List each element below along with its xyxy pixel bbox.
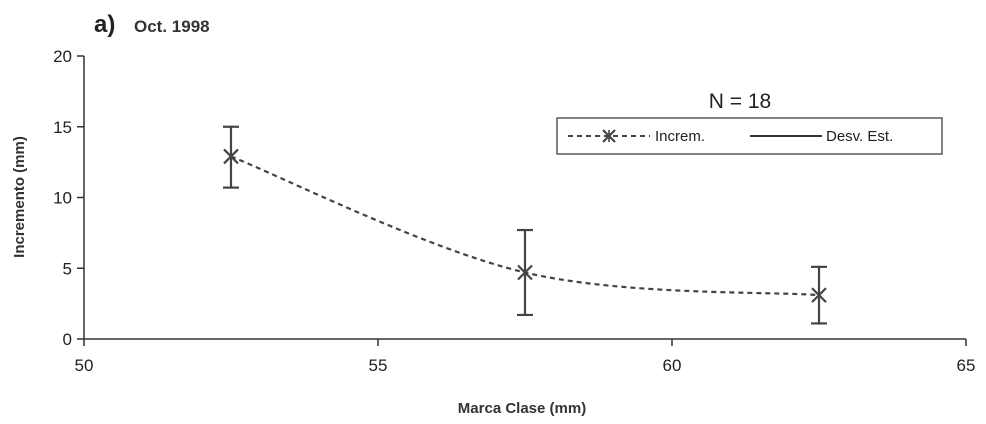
y-axis-ticks: 0 5 10 15 20 bbox=[53, 47, 84, 349]
legend-box bbox=[556, 117, 943, 155]
y-tick-label: 10 bbox=[53, 189, 72, 208]
y-tick-label: 5 bbox=[63, 259, 72, 278]
legend-star-marker bbox=[602, 129, 616, 143]
x-tick-label: 55 bbox=[369, 356, 388, 375]
legend-increm-label: Increm. bbox=[655, 128, 705, 145]
x-tick-label: 65 bbox=[957, 356, 976, 375]
y-tick-label: 0 bbox=[63, 330, 72, 349]
y-tick-label: 20 bbox=[53, 47, 72, 66]
x-axis-title: Marca Clase (mm) bbox=[458, 400, 586, 417]
y-axis-title: Incremento (mm) bbox=[11, 136, 28, 258]
panel-letter: a) bbox=[94, 11, 115, 38]
data-markers bbox=[223, 148, 827, 303]
x-axis-ticks: 50 55 60 65 bbox=[75, 339, 976, 375]
legend-marker-star bbox=[602, 129, 616, 143]
data-point-marker bbox=[811, 287, 827, 303]
x-tick-label: 60 bbox=[663, 356, 682, 375]
x-tick-label: 50 bbox=[75, 356, 94, 375]
data-point-marker bbox=[517, 264, 533, 281]
error-bars bbox=[223, 125, 827, 325]
legend: Increm. Desv. Est. bbox=[556, 117, 943, 155]
data-point-marker bbox=[223, 148, 239, 165]
legend-desv-label: Desv. Est. bbox=[826, 128, 893, 145]
y-tick-label: 15 bbox=[53, 118, 72, 137]
chart-title: Oct. 1998 bbox=[134, 17, 210, 36]
sample-size-annotation: N = 18 bbox=[709, 90, 771, 113]
